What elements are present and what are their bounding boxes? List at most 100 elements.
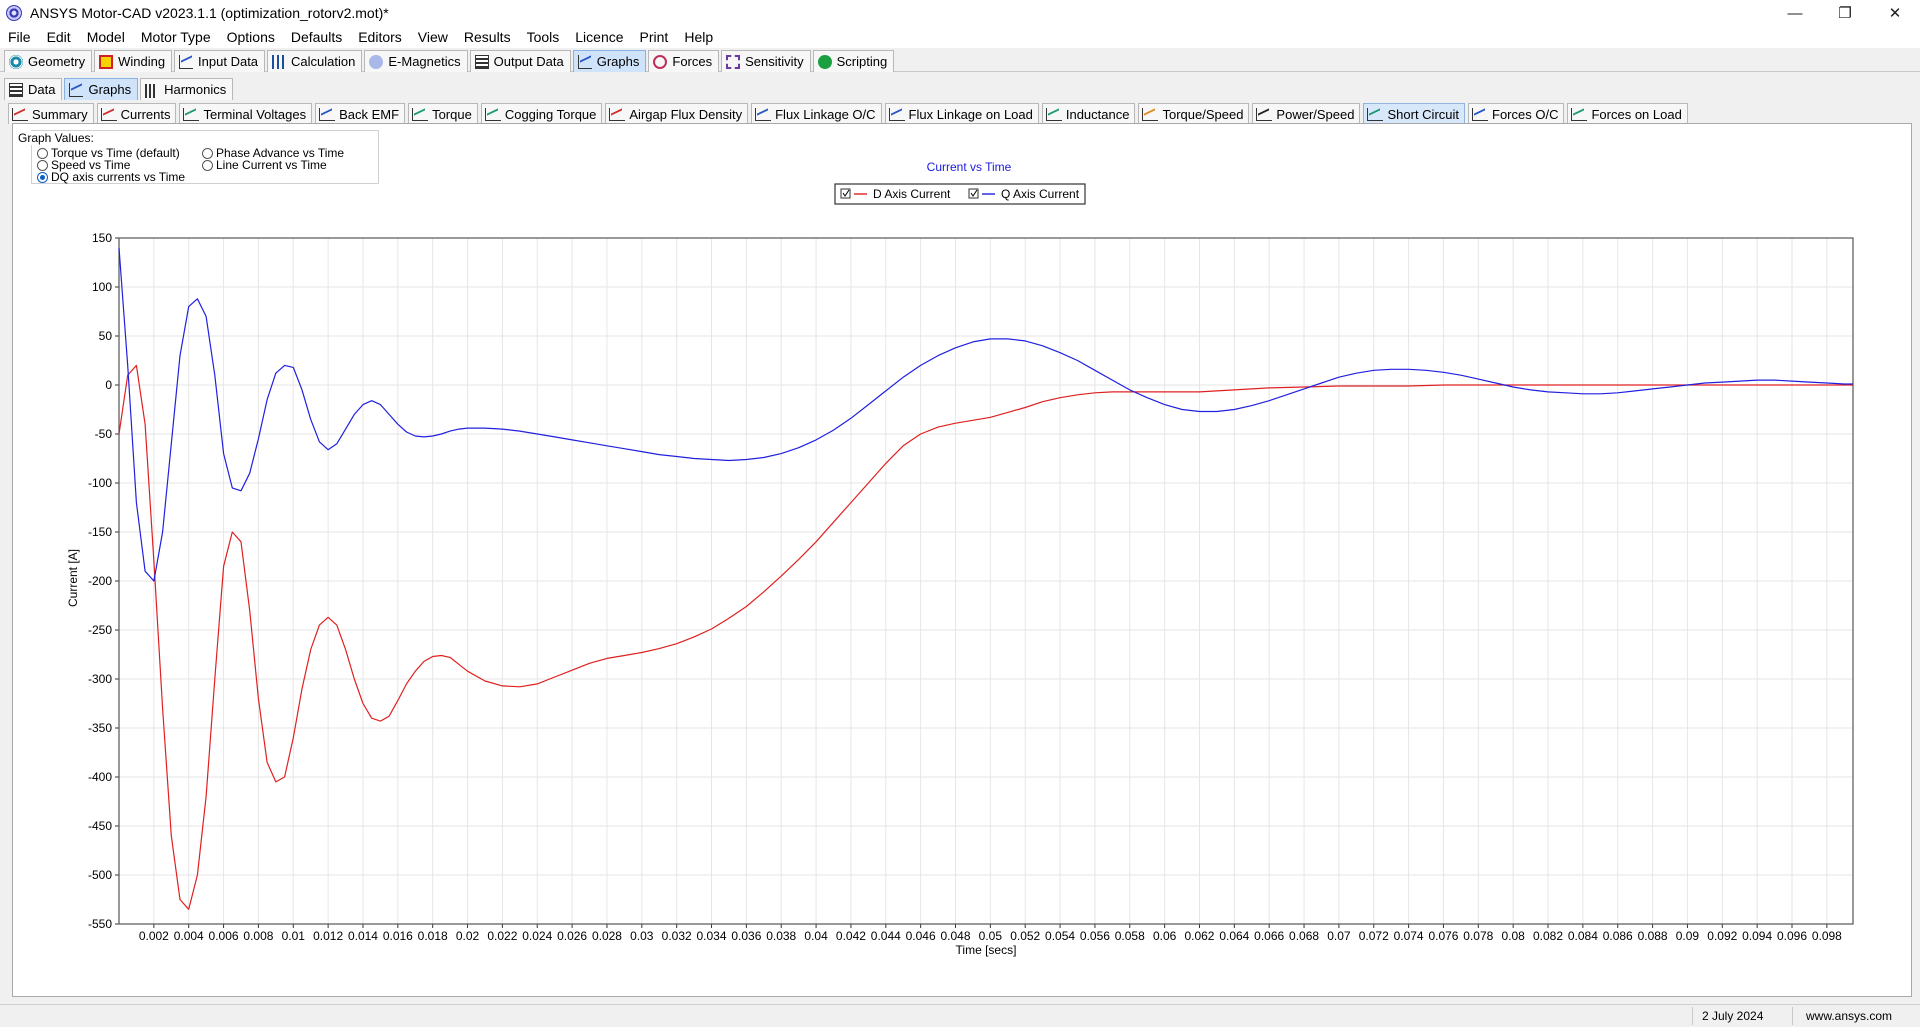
harmonics-icon <box>145 84 160 98</box>
menu-view[interactable]: View <box>417 29 448 45</box>
line-chart-icon <box>100 107 117 121</box>
radio-phase-advance[interactable]: Phase Advance vs Time <box>202 146 344 160</box>
radio-dq-axis-currents[interactable]: DQ axis currents vs Time <box>37 170 185 184</box>
y-tick-label: 0 <box>105 378 112 392</box>
y-tick-label: -200 <box>88 574 112 588</box>
tab-forces[interactable]: Forces <box>648 50 720 72</box>
menu-print[interactable]: Print <box>639 29 669 45</box>
winding-icon <box>99 54 114 69</box>
x-tick-label: 0.054 <box>1045 929 1075 943</box>
tab-output-data[interactable]: Output Data <box>469 50 571 72</box>
tab-calculation[interactable]: Calculation <box>267 50 363 72</box>
graph-tab-forces-on-load[interactable]: Forces on Load <box>1567 103 1688 124</box>
y-tick-label: -150 <box>88 525 112 539</box>
x-tick-label: 0.09 <box>1676 929 1700 943</box>
secondary-tab-strip: Data Graphs Harmonics <box>0 76 1920 100</box>
graph-tab-label: Power/Speed <box>1276 106 1355 122</box>
tab-e-magnetics[interactable]: E-Magnetics <box>364 50 468 72</box>
graph-tab-summary[interactable]: Summary <box>8 103 94 124</box>
graph-tab-inductance[interactable]: Inductance <box>1041 103 1136 124</box>
tab-label: Output Data <box>493 54 564 69</box>
graph-tab-label: Flux Linkage on Load <box>908 106 1033 122</box>
radio-label: Line Current vs Time <box>216 158 327 172</box>
radio-torque-vs-time[interactable]: Torque vs Time (default) <box>37 146 180 160</box>
tab-graphs[interactable]: Graphs <box>572 50 647 72</box>
radio-label: Torque vs Time (default) <box>51 146 180 160</box>
x-tick-label: 0.068 <box>1289 929 1319 943</box>
tab-sensitivity[interactable]: Sensitivity <box>721 50 811 72</box>
x-tick-label: 0.082 <box>1533 929 1563 943</box>
graph-tab-cogging-torque[interactable]: Cogging Torque <box>480 103 603 124</box>
menu-edit[interactable]: Edit <box>46 29 71 45</box>
tab-scripting[interactable]: Scripting <box>812 50 895 72</box>
x-tick-label: 0.086 <box>1603 929 1633 943</box>
menu-defaults[interactable]: Defaults <box>290 29 343 45</box>
x-tick-label: 0.036 <box>731 929 761 943</box>
x-tick-label: 0.046 <box>906 929 936 943</box>
graph-tab-torque[interactable]: Torque <box>408 103 478 124</box>
graph-tab-airgap-flux-density[interactable]: Airgap Flux Density <box>605 103 749 124</box>
emag-icon <box>369 54 384 69</box>
y-tick-label: 150 <box>92 231 112 245</box>
target-icon <box>9 54 23 69</box>
graph-tab-label: Short Circuit <box>1387 106 1460 122</box>
line-chart-icon <box>888 107 905 121</box>
graph-tab-short-circuit[interactable]: Short Circuit <box>1363 103 1466 124</box>
chart-icon <box>179 54 194 69</box>
menu-results[interactable]: Results <box>463 29 511 45</box>
graph-tab-currents[interactable]: Currents <box>96 103 177 124</box>
graph-tab-label: Torque/Speed <box>1162 106 1244 122</box>
menu-file[interactable]: File <box>8 29 31 45</box>
graph-tab-flux-linkage-on-load[interactable]: Flux Linkage on Load <box>884 103 1039 124</box>
menu-motor-type[interactable]: Motor Type <box>140 29 211 45</box>
graph-tab-torque-speed[interactable]: Torque/Speed <box>1138 103 1250 124</box>
x-tick-label: 0.088 <box>1638 929 1668 943</box>
minimize-button[interactable]: — <box>1787 4 1803 22</box>
graph-panel: Torque vs Time (default) Speed vs Time D… <box>12 123 1912 997</box>
menu-licence[interactable]: Licence <box>575 29 624 45</box>
radio-speed-vs-time[interactable]: Speed vs Time <box>37 158 130 172</box>
legend-checkbox-icon[interactable] <box>840 188 851 199</box>
graph-tab-label: Forces on Load <box>1591 106 1682 122</box>
radio-button-icon <box>202 159 213 171</box>
graph-tab-back-emf[interactable]: Back EMF <box>315 103 406 124</box>
plot-frame <box>118 237 1854 925</box>
legend-checkbox-icon[interactable] <box>968 188 979 199</box>
bars-icon <box>272 54 287 69</box>
x-tick-label: 0.092 <box>1707 929 1737 943</box>
graph-tab-label: Flux Linkage O/C <box>775 106 876 122</box>
menu-tools[interactable]: Tools <box>526 29 560 45</box>
graph-tab-terminal-voltages[interactable]: Terminal Voltages <box>179 103 313 124</box>
graph-values-title: Graph Values: <box>16 131 96 145</box>
current-vs-time-chart[interactable]: 0.002 0.004 0.006 0.008 0.01 0.012 0.014 0.016 0… <box>13 124 1911 996</box>
tab-harmonics[interactable]: Harmonics <box>140 78 234 100</box>
radio-button-icon <box>37 147 48 159</box>
menu-model[interactable]: Model <box>86 29 125 45</box>
radio-button-icon <box>37 171 48 183</box>
line-chart-icon <box>755 107 772 121</box>
legend-entry-q-axis-current: Q Axis Current <box>1001 187 1080 201</box>
series-line-d-axis-current <box>118 364 1853 910</box>
maximize-button[interactable]: ❐ <box>1838 5 1852 22</box>
tab-label: Sensitivity <box>745 54 804 69</box>
close-button[interactable]: ✕ <box>1888 5 1902 22</box>
graph-tab-forces-o-c[interactable]: Forces O/C <box>1468 103 1565 124</box>
tab-winding[interactable]: Winding <box>94 50 173 72</box>
x-tick-label: 0.04 <box>804 929 828 943</box>
menu-help[interactable]: Help <box>684 29 714 45</box>
line-chart-icon <box>609 107 626 121</box>
tab-graphs[interactable]: Graphs <box>64 78 139 100</box>
status-url[interactable]: www.ansys.com <box>1806 1009 1893 1023</box>
graph-tab-power-speed[interactable]: Power/Speed <box>1252 103 1361 124</box>
menu-editors[interactable]: Editors <box>358 29 402 45</box>
tab-data[interactable]: Data <box>4 78 63 100</box>
tab-input-data[interactable]: Input Data <box>174 50 266 72</box>
graph-tab-flux-linkage-o-c[interactable]: Flux Linkage O/C <box>751 103 882 124</box>
x-tick-label: 0.01 <box>282 929 306 943</box>
tab-geometry[interactable]: Geometry <box>4 50 93 72</box>
x-axis-label: Time [secs] <box>956 943 1017 957</box>
x-tick-label: 0.016 <box>383 929 413 943</box>
line-chart-icon <box>484 107 501 121</box>
radio-line-current[interactable]: Line Current vs Time <box>202 158 327 172</box>
menu-options[interactable]: Options <box>226 29 275 45</box>
